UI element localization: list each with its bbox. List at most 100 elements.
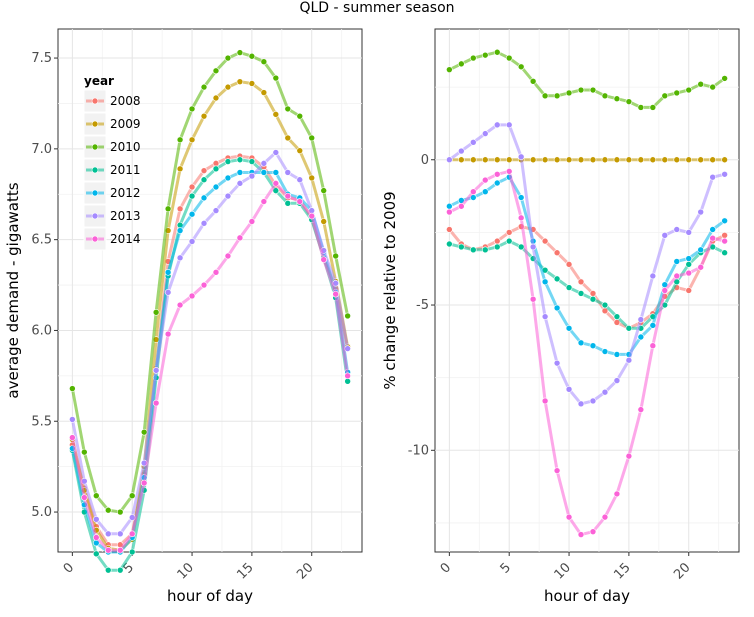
data-point-2008 bbox=[577, 278, 585, 286]
data-point-2014 bbox=[517, 214, 525, 222]
data-point-2008 bbox=[188, 183, 196, 191]
data-point-2011 bbox=[577, 290, 585, 297]
data-point-2014 bbox=[577, 531, 585, 538]
data-point-2009 bbox=[661, 156, 669, 164]
data-point-2011 bbox=[565, 284, 573, 291]
data-point-2013 bbox=[446, 156, 453, 164]
data-point-2009 bbox=[721, 156, 728, 164]
x-tick-label: 10 bbox=[552, 560, 574, 582]
data-point-2014 bbox=[553, 467, 561, 474]
data-point-2014 bbox=[697, 263, 705, 271]
data-point-2010 bbox=[469, 54, 477, 62]
data-point-2012 bbox=[721, 217, 728, 225]
data-point-2011 bbox=[104, 566, 112, 574]
data-point-2014 bbox=[236, 234, 244, 242]
data-point-2014 bbox=[649, 342, 657, 350]
data-point-2009 bbox=[458, 156, 465, 164]
data-point-2014 bbox=[481, 176, 489, 184]
data-point-2010 bbox=[272, 74, 280, 82]
data-point-2010 bbox=[92, 492, 100, 500]
data-point-2009 bbox=[685, 156, 693, 164]
data-point-2013 bbox=[116, 530, 124, 538]
data-point-2010 bbox=[332, 252, 339, 260]
data-point-2011 bbox=[589, 295, 597, 303]
data-point-2010 bbox=[697, 80, 705, 88]
data-point-2012 bbox=[224, 174, 232, 182]
data-point-2012 bbox=[649, 322, 657, 329]
data-point-2013 bbox=[529, 243, 537, 251]
data-point-2014 bbox=[164, 330, 172, 338]
data-point-2014 bbox=[200, 281, 208, 289]
data-point-2010 bbox=[541, 92, 549, 100]
data-point-2010 bbox=[260, 58, 268, 65]
data-point-2008 bbox=[685, 287, 693, 294]
data-point-2013 bbox=[212, 207, 220, 214]
data-point-2011 bbox=[613, 313, 621, 320]
data-point-2012 bbox=[446, 202, 453, 210]
data-point-2014 bbox=[661, 287, 669, 294]
data-point-2010 bbox=[529, 78, 537, 85]
data-point-2012 bbox=[236, 169, 244, 176]
data-point-2009 bbox=[505, 156, 513, 164]
legend-key-point bbox=[91, 120, 99, 128]
data-point-2011 bbox=[236, 156, 244, 164]
y-tick-label: 5.5 bbox=[31, 414, 52, 429]
data-point-2010 bbox=[601, 92, 609, 100]
data-point-2010 bbox=[81, 448, 88, 456]
data-point-2011 bbox=[601, 301, 609, 309]
data-point-2012 bbox=[577, 339, 585, 347]
data-point-2008 bbox=[589, 290, 597, 297]
y-tick-label: -5 bbox=[416, 298, 429, 313]
data-point-2010 bbox=[128, 492, 136, 500]
y-tick-label: -10 bbox=[408, 443, 429, 458]
x-axis-title: hour of day bbox=[167, 587, 253, 605]
x-tick-label: 15 bbox=[234, 560, 256, 582]
data-point-2009 bbox=[284, 134, 292, 142]
data-point-2009 bbox=[224, 83, 232, 91]
data-point-2010 bbox=[308, 134, 316, 142]
data-point-2014 bbox=[673, 272, 681, 280]
data-point-2010 bbox=[320, 187, 328, 194]
data-point-2011 bbox=[505, 237, 513, 245]
data-point-2014 bbox=[601, 513, 609, 521]
data-point-2013 bbox=[649, 272, 657, 280]
data-point-2013 bbox=[200, 220, 208, 227]
data-point-2008 bbox=[212, 160, 220, 167]
data-point-2011 bbox=[517, 243, 525, 251]
data-point-2013 bbox=[458, 147, 465, 155]
data-point-2014 bbox=[296, 198, 304, 205]
series-2011 bbox=[446, 237, 728, 332]
data-point-2012 bbox=[260, 169, 268, 176]
data-point-2010 bbox=[685, 86, 693, 94]
data-point-2010 bbox=[458, 60, 465, 68]
data-point-2014 bbox=[248, 218, 256, 225]
data-point-2008 bbox=[505, 229, 513, 236]
data-point-2009 bbox=[200, 112, 208, 120]
data-point-2010 bbox=[69, 385, 76, 392]
data-point-2008 bbox=[553, 249, 561, 257]
data-point-2014 bbox=[625, 452, 633, 460]
x-axis-title: hour of day bbox=[544, 587, 630, 605]
series-2013 bbox=[446, 121, 728, 408]
data-point-2014 bbox=[721, 237, 728, 245]
data-point-2010 bbox=[553, 92, 561, 100]
legend-key-point bbox=[91, 97, 99, 105]
data-point-2009 bbox=[601, 156, 609, 164]
data-point-2011 bbox=[553, 275, 561, 283]
data-point-2010 bbox=[446, 66, 453, 73]
data-point-2011 bbox=[721, 249, 728, 257]
data-point-2010 bbox=[673, 89, 681, 97]
y-tick-label: 6.5 bbox=[31, 233, 52, 248]
data-point-2014 bbox=[260, 198, 268, 205]
y-axis-title: average demand - gigawatts bbox=[4, 182, 22, 398]
legend: year 2008 2009 2010 2011 2012 2013 2014 bbox=[83, 74, 141, 251]
data-point-2012 bbox=[481, 188, 489, 196]
data-point-2009 bbox=[709, 156, 716, 164]
data-point-2010 bbox=[481, 51, 489, 59]
y-tick-label: 0 bbox=[421, 153, 429, 168]
data-point-2013 bbox=[565, 385, 573, 393]
data-point-2012 bbox=[212, 183, 220, 191]
data-point-2010 bbox=[565, 89, 573, 97]
data-point-2011 bbox=[469, 246, 477, 254]
